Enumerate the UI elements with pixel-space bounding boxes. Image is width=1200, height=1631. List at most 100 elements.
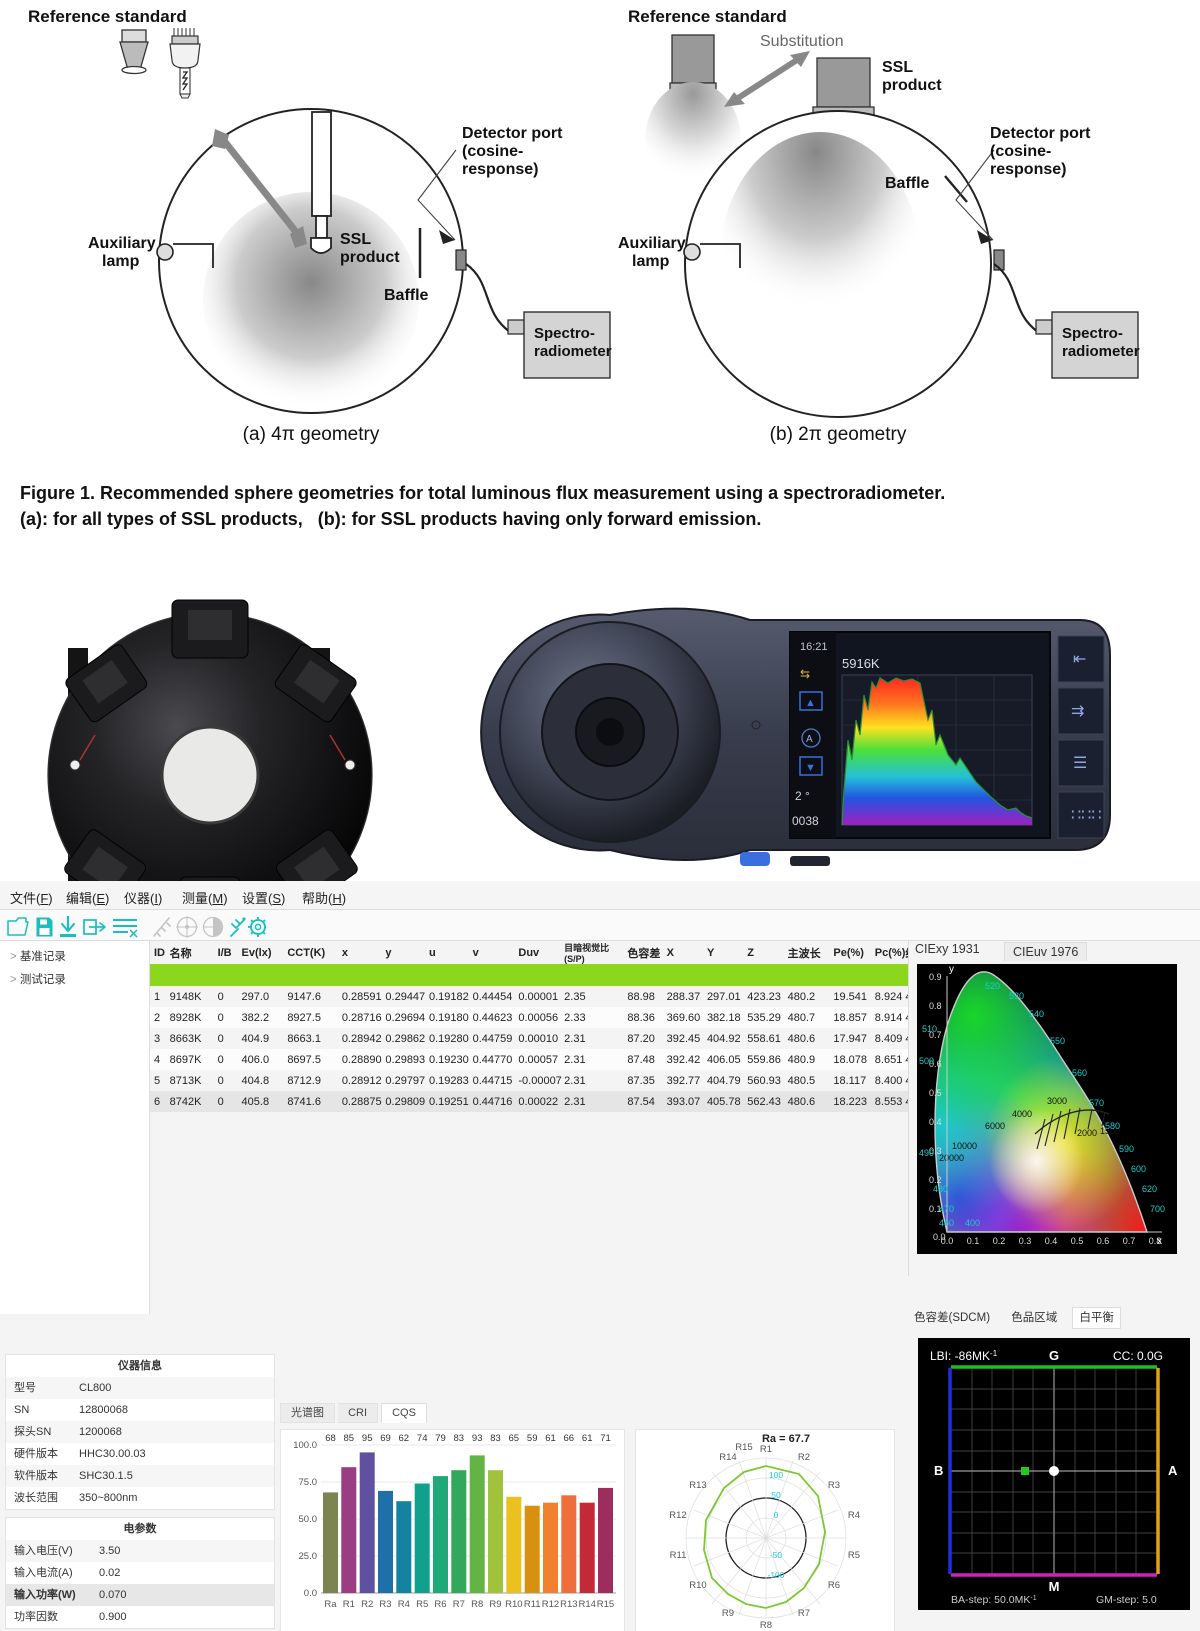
svg-text:2000: 2000 — [1077, 1128, 1097, 1138]
svg-text:0038: 0038 — [792, 814, 819, 828]
svg-text:400: 400 — [965, 1218, 980, 1228]
svg-text:470: 470 — [939, 1204, 954, 1214]
svg-text:0.6: 0.6 — [1097, 1236, 1110, 1246]
svg-text:Baffle: Baffle — [885, 175, 930, 192]
svg-text:0.4: 0.4 — [929, 1117, 942, 1127]
svg-text:3000: 3000 — [1047, 1096, 1067, 1106]
svg-text:83: 83 — [490, 1433, 501, 1444]
svg-text:560: 560 — [1072, 1068, 1087, 1078]
svg-text:R14: R14 — [719, 1452, 736, 1463]
svg-text:Detector port: Detector port — [462, 125, 563, 142]
svg-text:R13: R13 — [560, 1599, 577, 1610]
svg-text:65: 65 — [509, 1433, 520, 1444]
svg-text:Detector port: Detector port — [990, 125, 1091, 142]
svg-text:LBI: -86MK-1: LBI: -86MK-1 — [930, 1349, 998, 1364]
svg-text:580: 580 — [1105, 1121, 1120, 1131]
svg-text:(b) 2π geometry: (b) 2π geometry — [770, 424, 907, 445]
svg-text:74: 74 — [417, 1433, 428, 1444]
svg-text:75.0: 75.0 — [299, 1477, 318, 1488]
svg-text:SSL: SSL — [340, 231, 371, 248]
svg-text:product: product — [882, 77, 942, 94]
svg-text:M: M — [1049, 1579, 1060, 1594]
svg-text:85: 85 — [344, 1433, 355, 1444]
svg-text:BA-step: 50.0MK-1: BA-step: 50.0MK-1 — [951, 1594, 1037, 1606]
svg-text:(cosine-: (cosine- — [462, 143, 523, 160]
svg-text:0.7: 0.7 — [1123, 1236, 1136, 1246]
svg-text:Substitution: Substitution — [760, 33, 844, 50]
svg-text:0.8: 0.8 — [1149, 1236, 1162, 1246]
svg-text:480: 480 — [933, 1184, 948, 1194]
svg-text:response): response) — [990, 161, 1066, 178]
svg-text:R3: R3 — [379, 1599, 391, 1610]
svg-text:68: 68 — [325, 1433, 336, 1444]
svg-text:590: 590 — [1119, 1144, 1134, 1154]
svg-text:R3: R3 — [828, 1480, 840, 1491]
svg-text:R14: R14 — [578, 1599, 595, 1610]
svg-text:460: 460 — [939, 1218, 954, 1228]
svg-text:▲: ▲ — [805, 697, 816, 709]
svg-text:R12: R12 — [669, 1510, 686, 1521]
svg-text:50.0: 50.0 — [299, 1514, 318, 1525]
svg-text:R1: R1 — [760, 1444, 772, 1455]
svg-text:Auxiliary: Auxiliary — [88, 235, 156, 252]
svg-text:R12: R12 — [542, 1599, 559, 1610]
svg-text:R5: R5 — [848, 1550, 860, 1561]
svg-text:0: 0 — [774, 1510, 779, 1520]
svg-text:▼: ▼ — [805, 762, 816, 774]
svg-text:69: 69 — [380, 1433, 391, 1444]
svg-text:0.2: 0.2 — [993, 1236, 1006, 1246]
svg-text:0.0: 0.0 — [941, 1236, 954, 1246]
svg-text:500: 500 — [919, 1056, 934, 1066]
svg-text:product: product — [340, 249, 400, 266]
svg-text:Reference standard: Reference standard — [28, 7, 187, 26]
svg-text:79: 79 — [435, 1433, 446, 1444]
svg-text:530: 530 — [1009, 991, 1024, 1001]
svg-text:y: y — [949, 964, 954, 975]
svg-text:0.5: 0.5 — [1071, 1236, 1084, 1246]
svg-text:570: 570 — [1089, 1098, 1104, 1108]
svg-text:59: 59 — [527, 1433, 538, 1444]
svg-text:∷∷∷: ∷∷∷ — [1071, 807, 1102, 824]
svg-text:490: 490 — [919, 1148, 934, 1158]
svg-text:R11: R11 — [670, 1550, 687, 1561]
svg-text:B: B — [934, 1463, 943, 1478]
svg-text:G: G — [1049, 1348, 1059, 1363]
svg-text:620: 620 — [1142, 1184, 1157, 1194]
svg-text:R2: R2 — [798, 1452, 810, 1463]
svg-text:71: 71 — [600, 1433, 611, 1444]
svg-text:⇆: ⇆ — [800, 667, 810, 681]
svg-text:R5: R5 — [416, 1599, 428, 1610]
svg-text:93: 93 — [472, 1433, 483, 1444]
svg-text:R13: R13 — [689, 1480, 706, 1491]
svg-text:600: 600 — [1131, 1164, 1146, 1174]
svg-text:R9: R9 — [489, 1599, 501, 1610]
svg-text:Spectro-: Spectro- — [534, 325, 595, 342]
svg-text:0.1: 0.1 — [967, 1236, 980, 1246]
svg-text:6000: 6000 — [985, 1121, 1005, 1131]
svg-text:lamp: lamp — [102, 253, 140, 270]
svg-text:SSL: SSL — [882, 59, 913, 76]
svg-text:10000: 10000 — [952, 1141, 977, 1151]
svg-text:0.5: 0.5 — [929, 1088, 942, 1098]
svg-text:CC: 0.0G: CC: 0.0G — [1113, 1349, 1163, 1363]
svg-text:Auxiliary: Auxiliary — [618, 235, 686, 252]
svg-text:100: 100 — [769, 1470, 783, 1480]
svg-text:510: 510 — [922, 1024, 937, 1034]
svg-text:50: 50 — [771, 1490, 781, 1500]
svg-text:61: 61 — [545, 1433, 556, 1444]
svg-text:700: 700 — [1150, 1204, 1165, 1214]
svg-text:R10: R10 — [505, 1599, 522, 1610]
svg-text:R9: R9 — [722, 1608, 734, 1619]
svg-text:550: 550 — [1050, 1036, 1065, 1046]
svg-text:540: 540 — [1029, 1009, 1044, 1019]
svg-text:16:21: 16:21 — [800, 641, 828, 653]
svg-text:R2: R2 — [361, 1599, 373, 1610]
svg-text:A: A — [806, 734, 813, 745]
svg-text:520: 520 — [985, 981, 1000, 991]
svg-text:5916K: 5916K — [842, 656, 880, 671]
svg-text:Ra: Ra — [324, 1599, 337, 1610]
svg-text:GM-step: 5.0: GM-step: 5.0 — [1096, 1594, 1157, 1606]
svg-text:R6: R6 — [828, 1580, 840, 1591]
svg-text:R11: R11 — [524, 1599, 541, 1610]
svg-text:R8: R8 — [471, 1599, 483, 1610]
